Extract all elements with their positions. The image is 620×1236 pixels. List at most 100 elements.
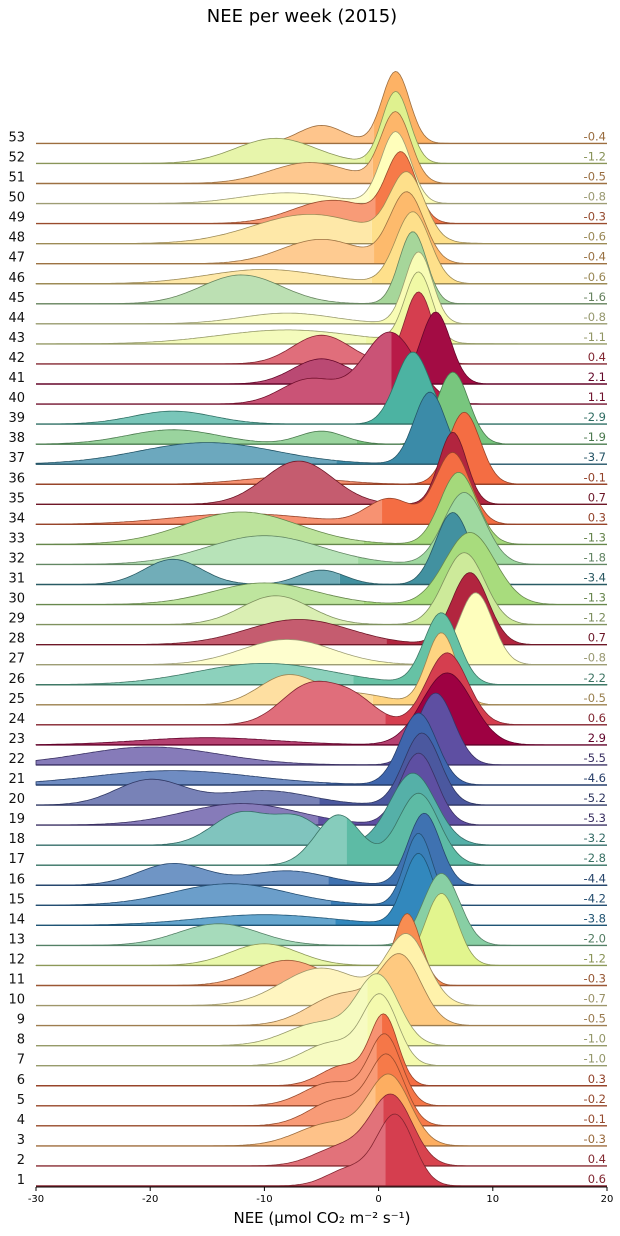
mean-label: -0.8 <box>584 190 606 204</box>
mean-label: -1.0 <box>584 1052 606 1066</box>
mean-label: 2.9 <box>588 731 606 745</box>
week-label: 24 <box>8 712 25 727</box>
mean-label: -0.5 <box>584 170 606 184</box>
week-label: 18 <box>8 832 25 847</box>
chart-title: NEE per week (2015) <box>207 6 397 27</box>
week-label: 26 <box>8 672 25 687</box>
week-label: 41 <box>8 371 25 386</box>
week-label: 48 <box>8 231 25 246</box>
mean-label: 0.3 <box>588 510 606 524</box>
mean-label: -5.2 <box>584 791 606 805</box>
mean-label: -1.2 <box>584 951 606 965</box>
ridge-week-20: 20 -5.2 <box>8 732 607 807</box>
week-label: 7 <box>17 1053 25 1068</box>
week-label: 8 <box>17 1033 25 1048</box>
week-label: 34 <box>8 511 25 526</box>
mean-label: -4.6 <box>584 771 606 785</box>
ridge-fill-below-mean <box>36 71 375 144</box>
week-label: 30 <box>8 592 25 607</box>
week-label: 9 <box>17 1013 25 1028</box>
x-tick-label: 0 <box>375 1194 381 1205</box>
mean-label: 0.4 <box>588 1152 606 1166</box>
mean-label: -0.6 <box>584 270 606 284</box>
week-label: 33 <box>8 531 25 546</box>
ridge-fill-below-mean <box>36 111 373 184</box>
mean-label: 1.1 <box>588 390 606 404</box>
mean-label: 0.3 <box>588 1072 606 1086</box>
week-label: 15 <box>8 892 25 907</box>
week-label: 50 <box>8 191 25 206</box>
x-tick-label: -30 <box>28 1194 44 1205</box>
mean-label: -0.4 <box>584 129 606 143</box>
mean-label: -3.7 <box>584 450 606 464</box>
mean-label: -0.3 <box>584 210 606 224</box>
mean-label: -1.2 <box>584 149 606 163</box>
mean-label: -0.5 <box>584 1012 606 1026</box>
mean-label: -5.5 <box>584 751 606 765</box>
mean-label: -4.4 <box>584 871 606 885</box>
week-label: 52 <box>8 150 25 165</box>
mean-label: -1.8 <box>584 550 606 564</box>
week-label: 45 <box>8 291 25 306</box>
x-tick-label: -10 <box>256 1194 272 1205</box>
mean-label: -0.2 <box>584 1092 606 1106</box>
mean-label: -0.6 <box>584 230 606 244</box>
week-label: 3 <box>17 1133 25 1148</box>
ridge-week-53: 53 -0.4 <box>8 70 607 145</box>
week-label: 22 <box>8 752 25 767</box>
ridge-week-52: 52 -1.2 <box>8 90 607 165</box>
week-label: 6 <box>17 1073 25 1088</box>
mean-label: -0.3 <box>584 972 606 986</box>
week-label: 19 <box>8 812 25 827</box>
week-label: 20 <box>8 792 25 807</box>
mean-label: -1.2 <box>584 611 606 625</box>
week-label: 31 <box>8 572 25 587</box>
week-label: 23 <box>8 732 25 747</box>
week-label: 35 <box>8 491 25 506</box>
mean-label: -0.8 <box>584 651 606 665</box>
mean-label: -0.5 <box>584 691 606 705</box>
week-label: 25 <box>8 692 25 707</box>
week-label: 37 <box>8 451 25 466</box>
week-label: 28 <box>8 632 25 647</box>
x-tick-label: 20 <box>601 1194 614 1205</box>
mean-label: -1.1 <box>584 330 606 344</box>
ridge-outline <box>35 471 607 545</box>
week-label: 49 <box>8 211 25 226</box>
week-label: 53 <box>8 130 25 145</box>
x-tick-label: 10 <box>486 1194 499 1205</box>
mean-label: -0.1 <box>584 470 606 484</box>
week-label: 38 <box>8 431 25 446</box>
week-label: 47 <box>8 251 25 266</box>
mean-label: -2.0 <box>584 931 606 945</box>
week-label: 46 <box>8 271 25 286</box>
ridge-fill-above-mean <box>372 953 607 1026</box>
week-label: 40 <box>8 391 25 406</box>
ridge-fill-below-mean <box>36 91 365 164</box>
mean-label: -0.7 <box>584 992 606 1006</box>
week-label: 12 <box>8 952 25 967</box>
mean-label: -2.9 <box>584 410 606 424</box>
ridge-fill-above-mean <box>402 312 607 384</box>
mean-label: 0.6 <box>588 1172 606 1186</box>
x-axis-label: NEE (µmol CO₂ m⁻² s⁻¹) <box>233 1209 410 1227</box>
week-label: 27 <box>8 652 25 667</box>
week-label: 4 <box>17 1113 25 1128</box>
mean-label: 0.4 <box>588 350 606 364</box>
ridge-outline <box>36 491 607 565</box>
ridge-outline <box>36 532 607 605</box>
mean-label: -1.0 <box>584 1032 606 1046</box>
mean-label: -3.8 <box>584 911 606 925</box>
mean-label: -1.3 <box>584 530 606 544</box>
week-label: 42 <box>8 351 25 366</box>
mean-label: -1.9 <box>584 430 606 444</box>
mean-label: -0.3 <box>584 1132 606 1146</box>
mean-label: -2.2 <box>584 671 606 685</box>
week-label: 16 <box>8 872 25 887</box>
mean-label: -3.2 <box>584 831 606 845</box>
mean-label: -0.8 <box>584 310 606 324</box>
mean-label: -0.1 <box>584 1112 606 1126</box>
week-label: 14 <box>8 912 25 927</box>
mean-label: -3.4 <box>584 571 606 585</box>
week-label: 21 <box>8 772 25 787</box>
